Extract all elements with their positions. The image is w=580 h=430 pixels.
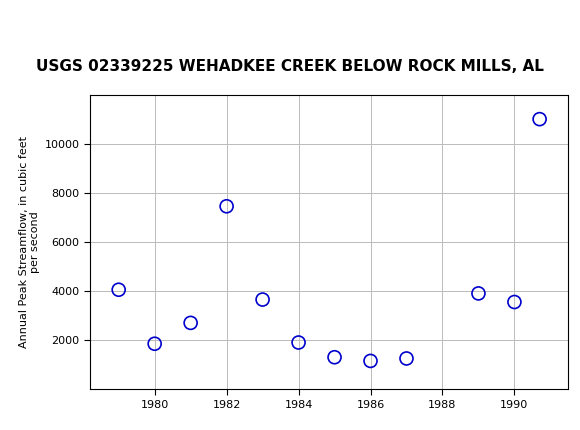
Point	[366, 357, 375, 364]
Point	[222, 203, 231, 210]
Point	[258, 296, 267, 303]
Point	[186, 319, 195, 326]
Point	[510, 298, 519, 305]
Text: USGS: USGS	[32, 9, 92, 28]
Point	[402, 355, 411, 362]
Point	[474, 290, 483, 297]
Text: USGS 02339225 WEHADKEE CREEK BELOW ROCK MILLS, AL: USGS 02339225 WEHADKEE CREEK BELOW ROCK …	[36, 59, 544, 74]
Point	[114, 286, 124, 293]
Y-axis label: Annual Peak Streamflow, in cubic feet
per second: Annual Peak Streamflow, in cubic feet pe…	[19, 136, 41, 348]
Text: ≡: ≡	[3, 7, 24, 31]
Point	[294, 339, 303, 346]
Point	[150, 340, 160, 347]
Point	[330, 354, 339, 361]
Point	[535, 116, 544, 123]
